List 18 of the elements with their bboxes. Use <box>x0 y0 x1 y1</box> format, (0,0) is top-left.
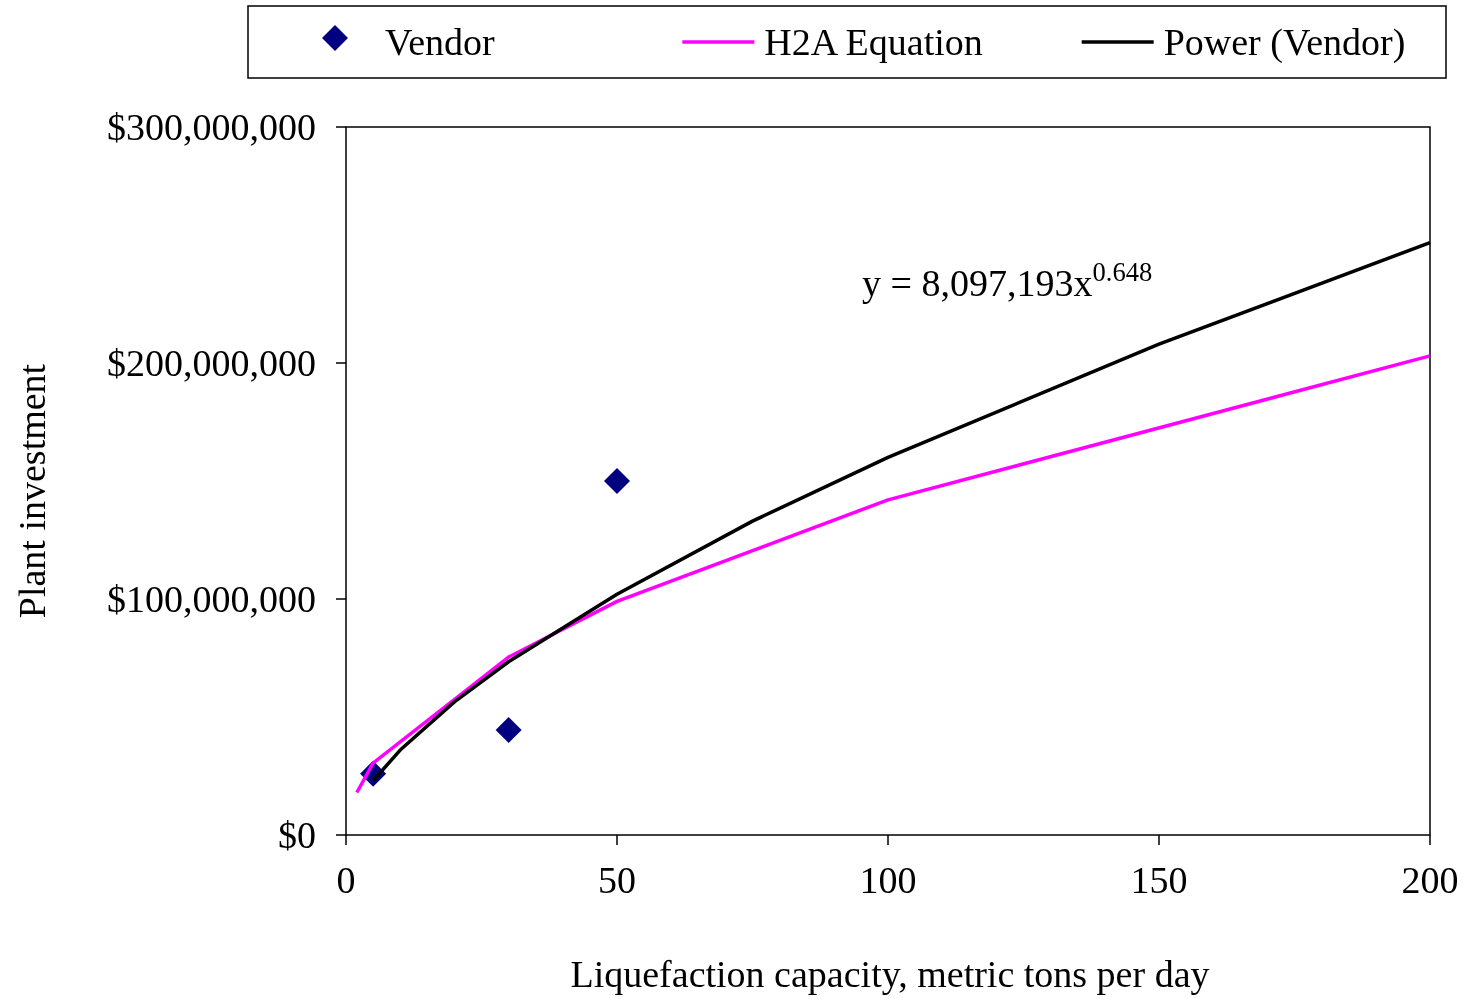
y-tick-label: $300,000,000 <box>107 106 316 149</box>
point <box>495 716 522 743</box>
annotation: y = 8,097,193x$^{0.648}$ <box>862 257 1153 304</box>
y-tick-label: $0 <box>278 814 316 857</box>
x-tick-label: 200 <box>1401 859 1459 901</box>
x-tick-label: 0 <box>336 859 356 901</box>
y-tick-label: $100,000,000 <box>107 578 316 621</box>
y-axis-title: Plant investment <box>11 363 53 619</box>
y-tick-label: $200,000,000 <box>107 342 316 385</box>
line-series <box>355 354 1432 795</box>
x-tick-label: 150 <box>1130 859 1188 901</box>
point <box>604 468 630 494</box>
legend-label: Vendor <box>385 21 496 64</box>
x-tick-label: 100 <box>859 859 917 901</box>
legend-label: H2A Equation <box>764 21 983 64</box>
legend-label: Power (Vendor) <box>1163 21 1406 65</box>
x-tick-label: 50 <box>598 859 636 901</box>
x-axis-title: Liquefaction capacity, metric tons per day <box>570 953 1210 995</box>
